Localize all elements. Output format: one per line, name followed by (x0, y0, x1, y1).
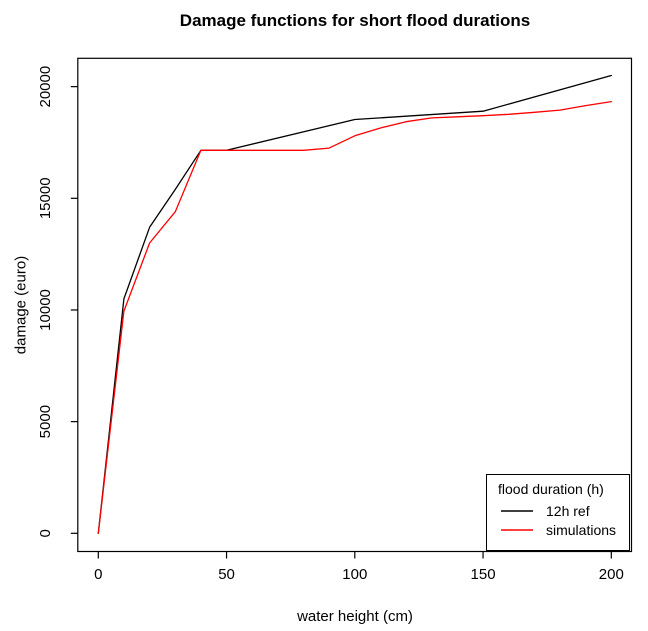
chart-title: Damage functions for short flood duratio… (179, 11, 531, 30)
x-axis-label: water height (cm) (297, 608, 413, 625)
y-tick-label: 20000 (37, 66, 54, 108)
legend-label: simulations (546, 521, 617, 538)
x-tick-label: 50 (218, 566, 235, 583)
legend-label: 12h ref (546, 502, 590, 519)
y-tick-label: 0 (37, 529, 54, 537)
x-tick-label: 150 (471, 566, 496, 583)
legend-item: 12h ref (487, 501, 629, 520)
x-tick-label: 0 (94, 566, 102, 583)
x-tick-label: 100 (342, 566, 367, 583)
series-line-12h-ref (97, 74, 612, 534)
legend: flood duration (h) 12h ref simulations (486, 474, 630, 551)
y-tick-label: 5000 (37, 405, 54, 438)
legend-line-12h-ref-icon (501, 509, 533, 512)
x-tick-label: 200 (599, 566, 624, 583)
legend-item: simulations (487, 520, 629, 539)
legend-line-simulations-icon (501, 528, 533, 531)
y-axis-label: damage (euro) (12, 255, 30, 355)
y-tick-label: 15000 (37, 177, 54, 219)
legend-title: flood duration (h) (498, 481, 604, 497)
y-tick-label: 10000 (37, 289, 54, 331)
legend-rows: 12h ref simulations (487, 501, 629, 539)
series-line-simulations (97, 100, 612, 534)
